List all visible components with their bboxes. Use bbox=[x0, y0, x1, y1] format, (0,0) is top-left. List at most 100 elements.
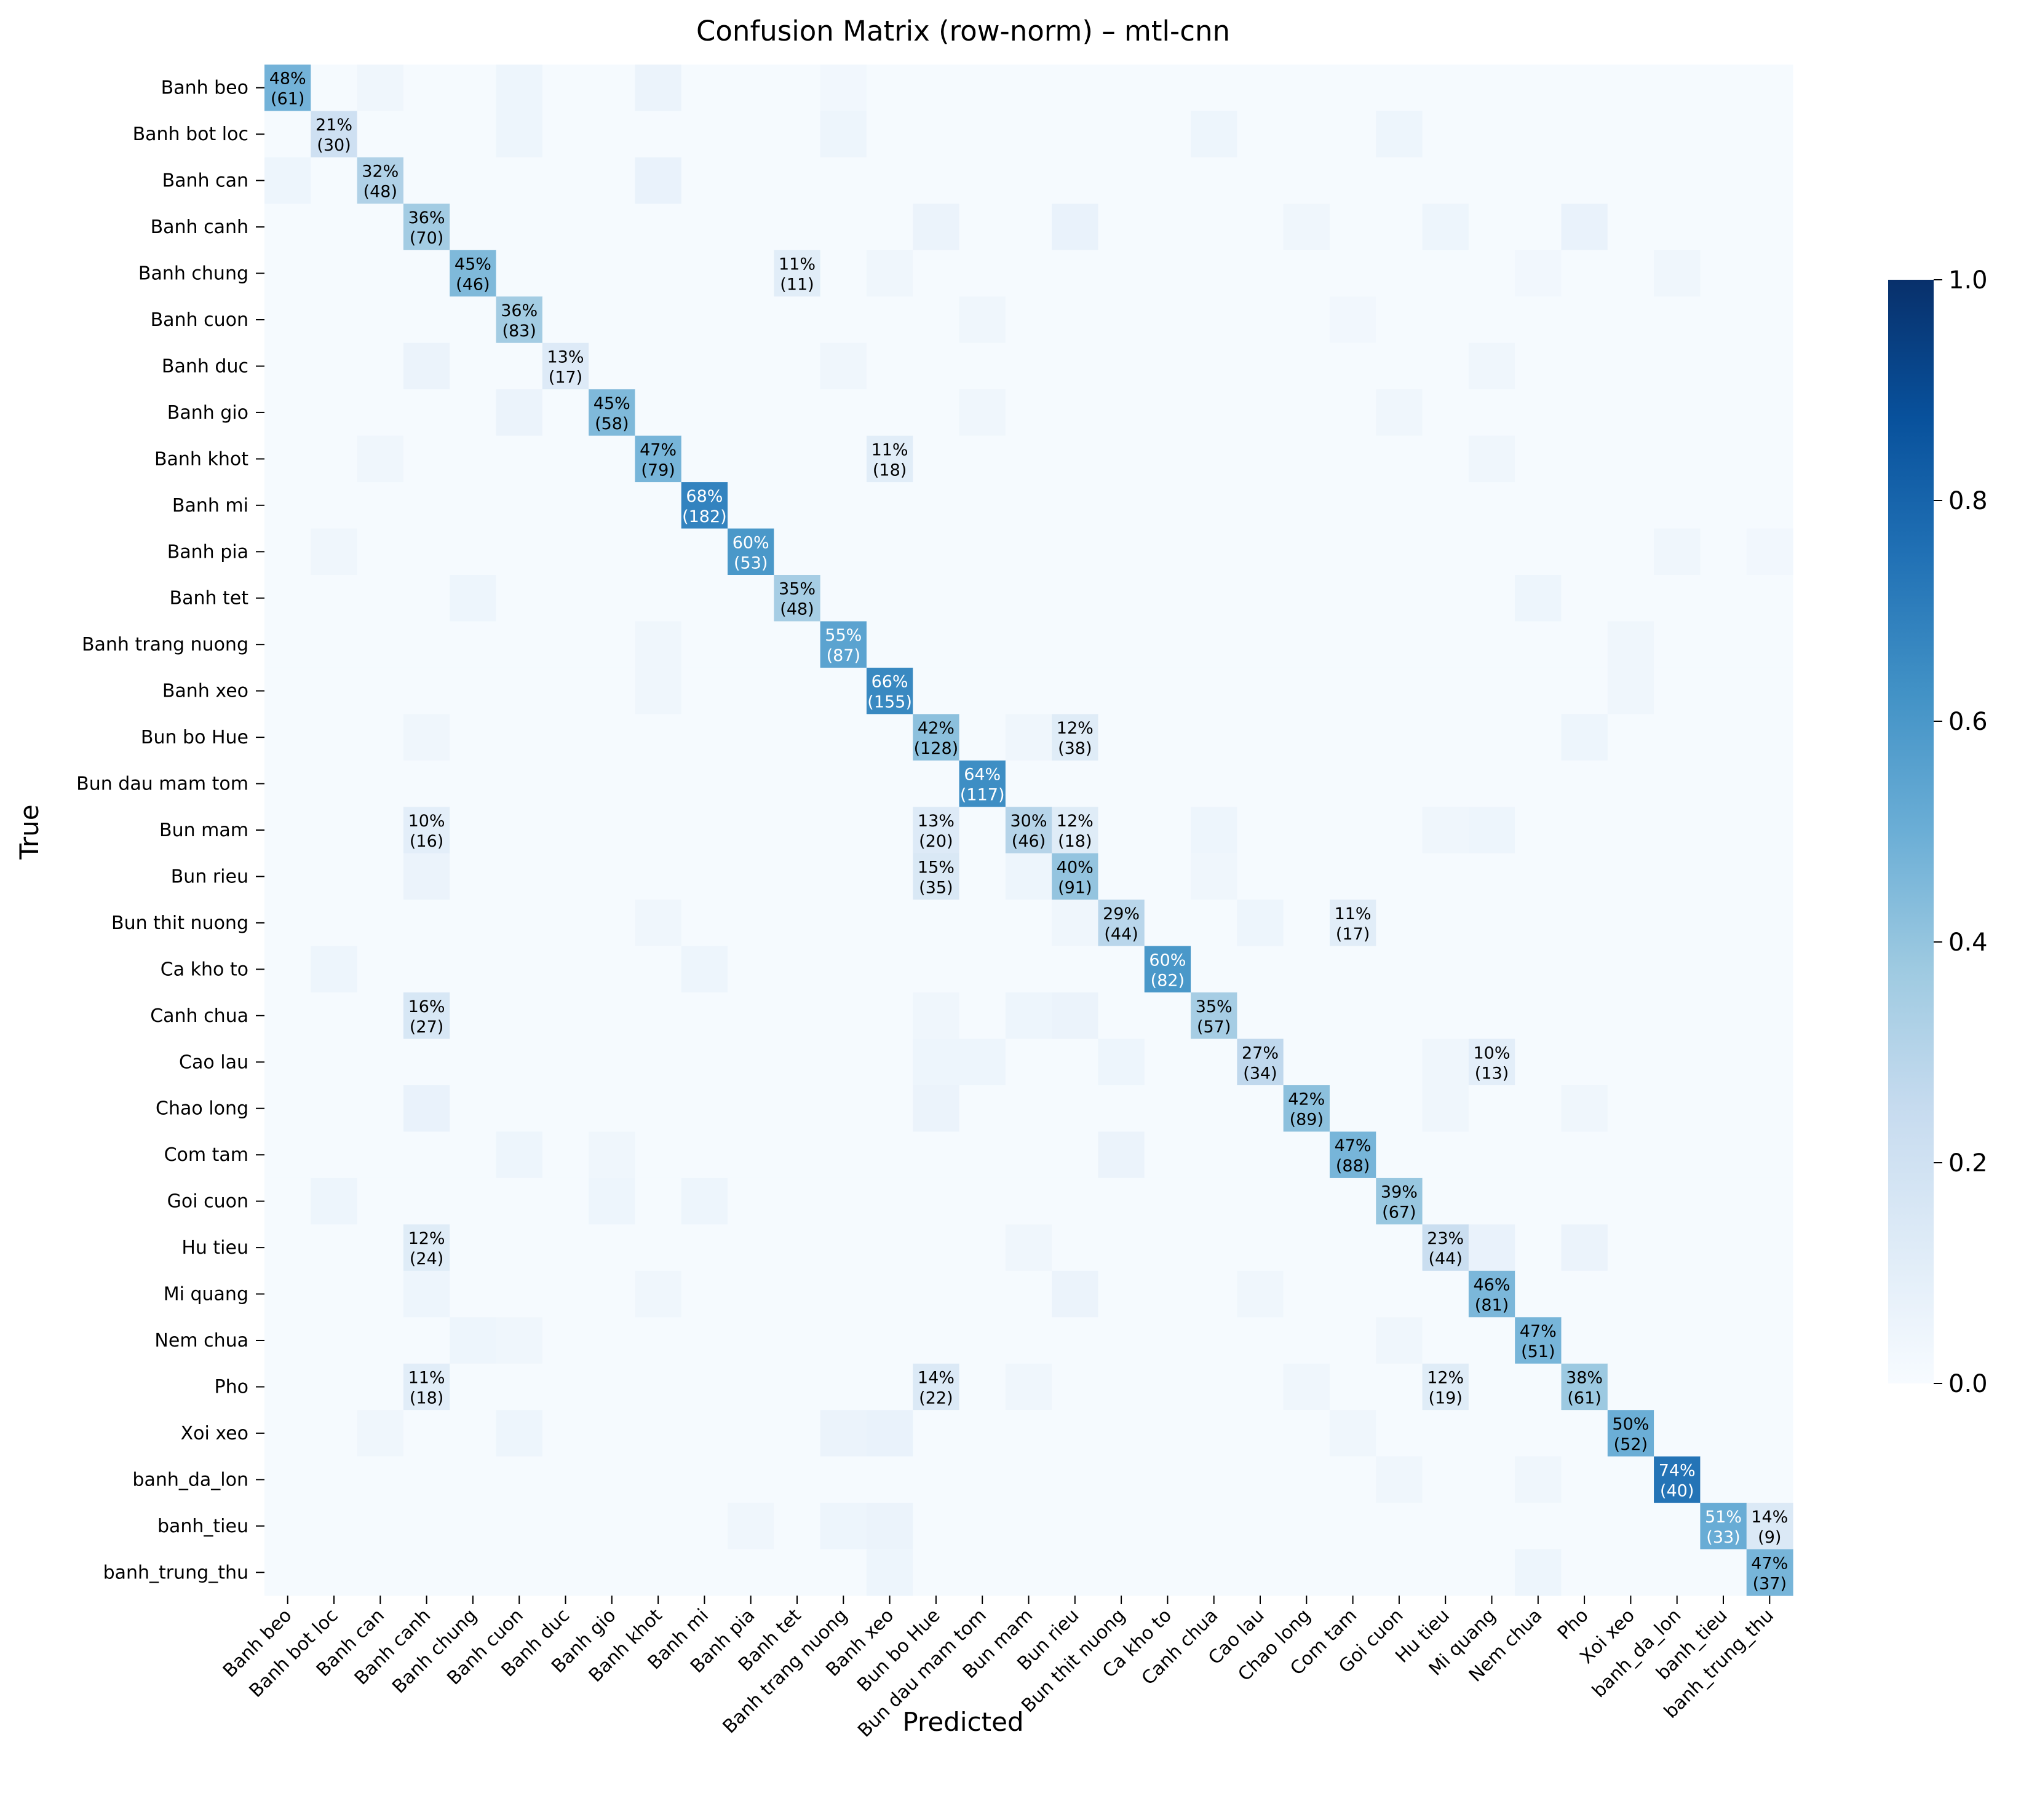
heatmap-cell bbox=[1561, 760, 1608, 807]
heatmap-cell bbox=[589, 435, 636, 483]
heatmap-cell bbox=[635, 1131, 682, 1179]
heatmap-cell bbox=[1005, 807, 1052, 854]
heatmap-cell bbox=[681, 1549, 728, 1596]
heatmap-cell bbox=[1098, 1177, 1145, 1225]
heatmap-cell bbox=[450, 575, 497, 622]
heatmap-cell bbox=[1329, 482, 1376, 529]
heatmap-cell bbox=[1561, 1363, 1608, 1410]
heatmap-cell bbox=[1607, 1503, 1654, 1550]
heatmap-cell bbox=[1376, 1549, 1423, 1596]
heatmap-cell bbox=[589, 1456, 636, 1503]
heatmap-cell bbox=[311, 1224, 358, 1272]
heatmap-cell bbox=[1422, 528, 1469, 576]
heatmap-cell bbox=[1329, 1177, 1376, 1225]
heatmap-cell bbox=[450, 1085, 497, 1133]
heatmap-cell bbox=[357, 853, 404, 900]
heatmap-cell bbox=[542, 807, 589, 854]
heatmap-cell bbox=[1329, 621, 1376, 668]
heatmap-cell bbox=[311, 342, 358, 390]
heatmap-cell bbox=[1746, 528, 1793, 576]
heatmap-cell bbox=[1191, 760, 1237, 807]
heatmap-cell bbox=[1052, 853, 1099, 900]
heatmap-cell bbox=[1700, 1363, 1747, 1410]
heatmap-cell bbox=[1191, 204, 1237, 251]
heatmap-cell bbox=[403, 389, 450, 437]
y-tick-label: Com tam bbox=[164, 1144, 248, 1166]
heatmap-cell bbox=[403, 992, 450, 1040]
heatmap-cell bbox=[1052, 250, 1099, 297]
heatmap-cell bbox=[1654, 65, 1701, 112]
heatmap-cell bbox=[913, 900, 960, 947]
heatmap-cell bbox=[403, 807, 450, 854]
heatmap-cell bbox=[542, 111, 589, 158]
heatmap-cell bbox=[450, 1039, 497, 1086]
heatmap-cell bbox=[866, 65, 913, 112]
heatmap-cell bbox=[1561, 389, 1608, 437]
heatmap-cell bbox=[1468, 667, 1515, 714]
heatmap-cell bbox=[589, 946, 636, 993]
cell-count-label: (89) bbox=[1290, 1110, 1324, 1130]
heatmap-cell bbox=[1283, 342, 1330, 390]
cell-count-label: (9) bbox=[1758, 1528, 1781, 1547]
heatmap-cell bbox=[866, 435, 913, 483]
heatmap-cell bbox=[496, 1085, 543, 1133]
heatmap-cell bbox=[959, 296, 1006, 344]
heatmap-cell bbox=[820, 482, 867, 529]
heatmap-cell bbox=[542, 1131, 589, 1179]
heatmap-cell bbox=[1654, 157, 1701, 204]
heatmap-cell bbox=[1376, 1085, 1423, 1133]
heatmap-cell bbox=[866, 1410, 913, 1457]
heatmap-cell bbox=[1237, 946, 1284, 993]
heatmap-cell bbox=[774, 1410, 821, 1457]
heatmap-cell bbox=[1700, 1085, 1747, 1133]
heatmap-cell bbox=[1005, 1410, 1052, 1457]
heatmap-cell bbox=[1422, 900, 1469, 947]
heatmap-cell bbox=[1746, 435, 1793, 483]
cell-percent-label: 10% bbox=[408, 812, 445, 831]
heatmap-cell bbox=[1237, 1131, 1284, 1179]
y-tick-label: banh_tieu bbox=[157, 1516, 248, 1537]
heatmap-cell bbox=[264, 296, 311, 344]
cell-count-label: (20) bbox=[919, 832, 953, 851]
heatmap-cell bbox=[264, 621, 311, 668]
heatmap-cell bbox=[542, 296, 589, 344]
heatmap-cell bbox=[820, 1410, 867, 1457]
heatmap-cell bbox=[1700, 1410, 1747, 1457]
heatmap-cell bbox=[1515, 1177, 1562, 1225]
heatmap-cell bbox=[450, 1503, 497, 1550]
heatmap-cell bbox=[357, 204, 404, 251]
heatmap-cell bbox=[681, 1039, 728, 1086]
heatmap-cell bbox=[1052, 435, 1099, 483]
cell-count-label: (18) bbox=[410, 1389, 443, 1408]
heatmap-cell bbox=[1376, 435, 1423, 483]
heatmap-cell bbox=[496, 1410, 543, 1457]
heatmap-cell bbox=[1607, 342, 1654, 390]
heatmap-cell bbox=[542, 1224, 589, 1272]
heatmap-cell bbox=[1283, 853, 1330, 900]
colorbar-tick-label: 0.8 bbox=[1948, 487, 1988, 515]
heatmap-cell bbox=[1422, 1224, 1469, 1272]
heatmap-cell bbox=[403, 900, 450, 947]
colorbar-tick-label: 0.4 bbox=[1948, 928, 1988, 957]
heatmap-cell bbox=[1191, 667, 1237, 714]
heatmap-cell bbox=[542, 157, 589, 204]
heatmap-cell bbox=[1005, 65, 1052, 112]
heatmap-cell bbox=[542, 1503, 589, 1550]
heatmap-cell bbox=[1561, 435, 1608, 483]
heatmap-cell bbox=[913, 342, 960, 390]
heatmap-cell bbox=[496, 342, 543, 390]
cell-percent-label: 27% bbox=[1242, 1043, 1279, 1062]
heatmap-cell bbox=[1191, 714, 1237, 761]
heatmap-cell bbox=[913, 1456, 960, 1503]
heatmap-cell bbox=[1422, 342, 1469, 390]
heatmap-cell bbox=[728, 853, 774, 900]
heatmap-cell bbox=[1468, 807, 1515, 854]
heatmap-cell bbox=[1005, 1224, 1052, 1272]
cell-percent-label: 32% bbox=[362, 162, 399, 181]
cell-count-label: (24) bbox=[410, 1249, 443, 1268]
heatmap-cell bbox=[913, 296, 960, 344]
heatmap-cell bbox=[635, 1177, 682, 1225]
cell-percent-label: 68% bbox=[686, 487, 723, 506]
cell-percent-label: 55% bbox=[825, 626, 862, 645]
heatmap-cell bbox=[728, 714, 774, 761]
